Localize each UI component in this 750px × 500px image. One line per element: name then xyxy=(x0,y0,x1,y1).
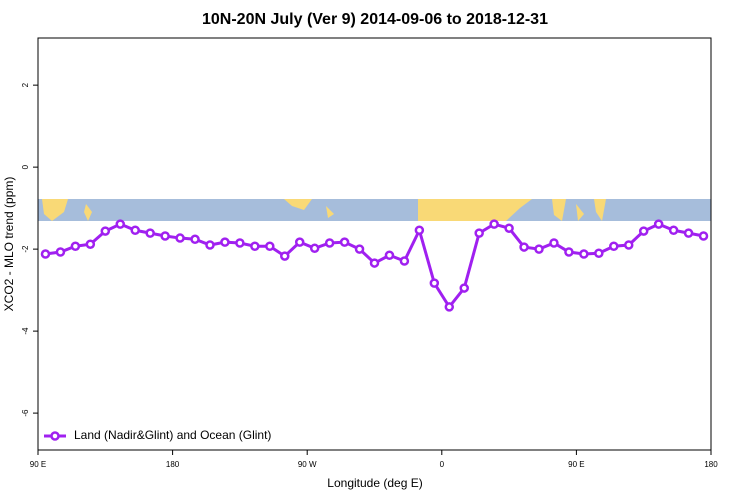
point xyxy=(504,223,514,233)
y-tick-label: 0 xyxy=(21,164,30,169)
point xyxy=(70,241,81,252)
point xyxy=(429,278,440,288)
point xyxy=(683,228,694,238)
point xyxy=(534,244,544,254)
point xyxy=(85,239,96,249)
point xyxy=(638,226,649,236)
legend-marker xyxy=(50,431,60,441)
point xyxy=(40,249,51,259)
point xyxy=(190,234,200,245)
point xyxy=(280,251,290,261)
plot-frame xyxy=(37,37,712,451)
point xyxy=(160,231,170,241)
point xyxy=(354,244,365,254)
point xyxy=(309,243,320,254)
point xyxy=(294,237,305,247)
y-tick-label: -6 xyxy=(21,409,30,417)
x-tick-label: 0 xyxy=(440,460,445,469)
point xyxy=(324,238,335,248)
point xyxy=(623,240,634,250)
point xyxy=(489,219,499,229)
point xyxy=(668,225,679,236)
point xyxy=(175,233,185,243)
x-tick-label: 90 E xyxy=(568,460,584,469)
x-tick-label: 90 E xyxy=(30,460,46,469)
point xyxy=(459,283,469,293)
point xyxy=(369,258,380,268)
point xyxy=(564,247,574,257)
y-tick-label: -2 xyxy=(21,245,30,253)
x-tick-label: 180 xyxy=(166,460,180,469)
map-strip xyxy=(38,199,711,221)
point xyxy=(115,219,126,229)
chart-title: 10N-20N July (Ver 9) 2014-09-06 to 2018-… xyxy=(202,11,548,28)
point xyxy=(444,302,455,312)
point xyxy=(235,238,245,248)
point xyxy=(519,242,529,252)
point xyxy=(265,241,275,252)
point xyxy=(549,238,559,248)
point xyxy=(100,226,111,236)
y-axis-label: XCO2 - MLO trend (ppm) xyxy=(2,177,16,312)
point xyxy=(609,241,619,252)
x-tick-label: 180 xyxy=(704,460,718,469)
point xyxy=(145,228,155,238)
point xyxy=(130,225,140,236)
point xyxy=(414,225,425,236)
legend-label: Land (Nadir&Glint) and Ocean (Glint) xyxy=(74,428,271,442)
x-tick-label: 90 W xyxy=(298,460,317,469)
x-axis-label: Longitude (deg E) xyxy=(327,476,422,490)
point xyxy=(339,237,350,247)
point xyxy=(55,247,66,257)
y-tick-label: 2 xyxy=(21,82,30,87)
point xyxy=(205,240,215,250)
point xyxy=(698,231,709,241)
point xyxy=(579,249,589,259)
y-tick-label: -4 xyxy=(21,327,30,335)
point xyxy=(653,219,664,229)
point xyxy=(384,250,395,261)
point xyxy=(250,241,260,252)
point xyxy=(399,256,410,266)
point xyxy=(594,248,604,258)
point xyxy=(474,228,484,238)
point xyxy=(220,237,230,247)
